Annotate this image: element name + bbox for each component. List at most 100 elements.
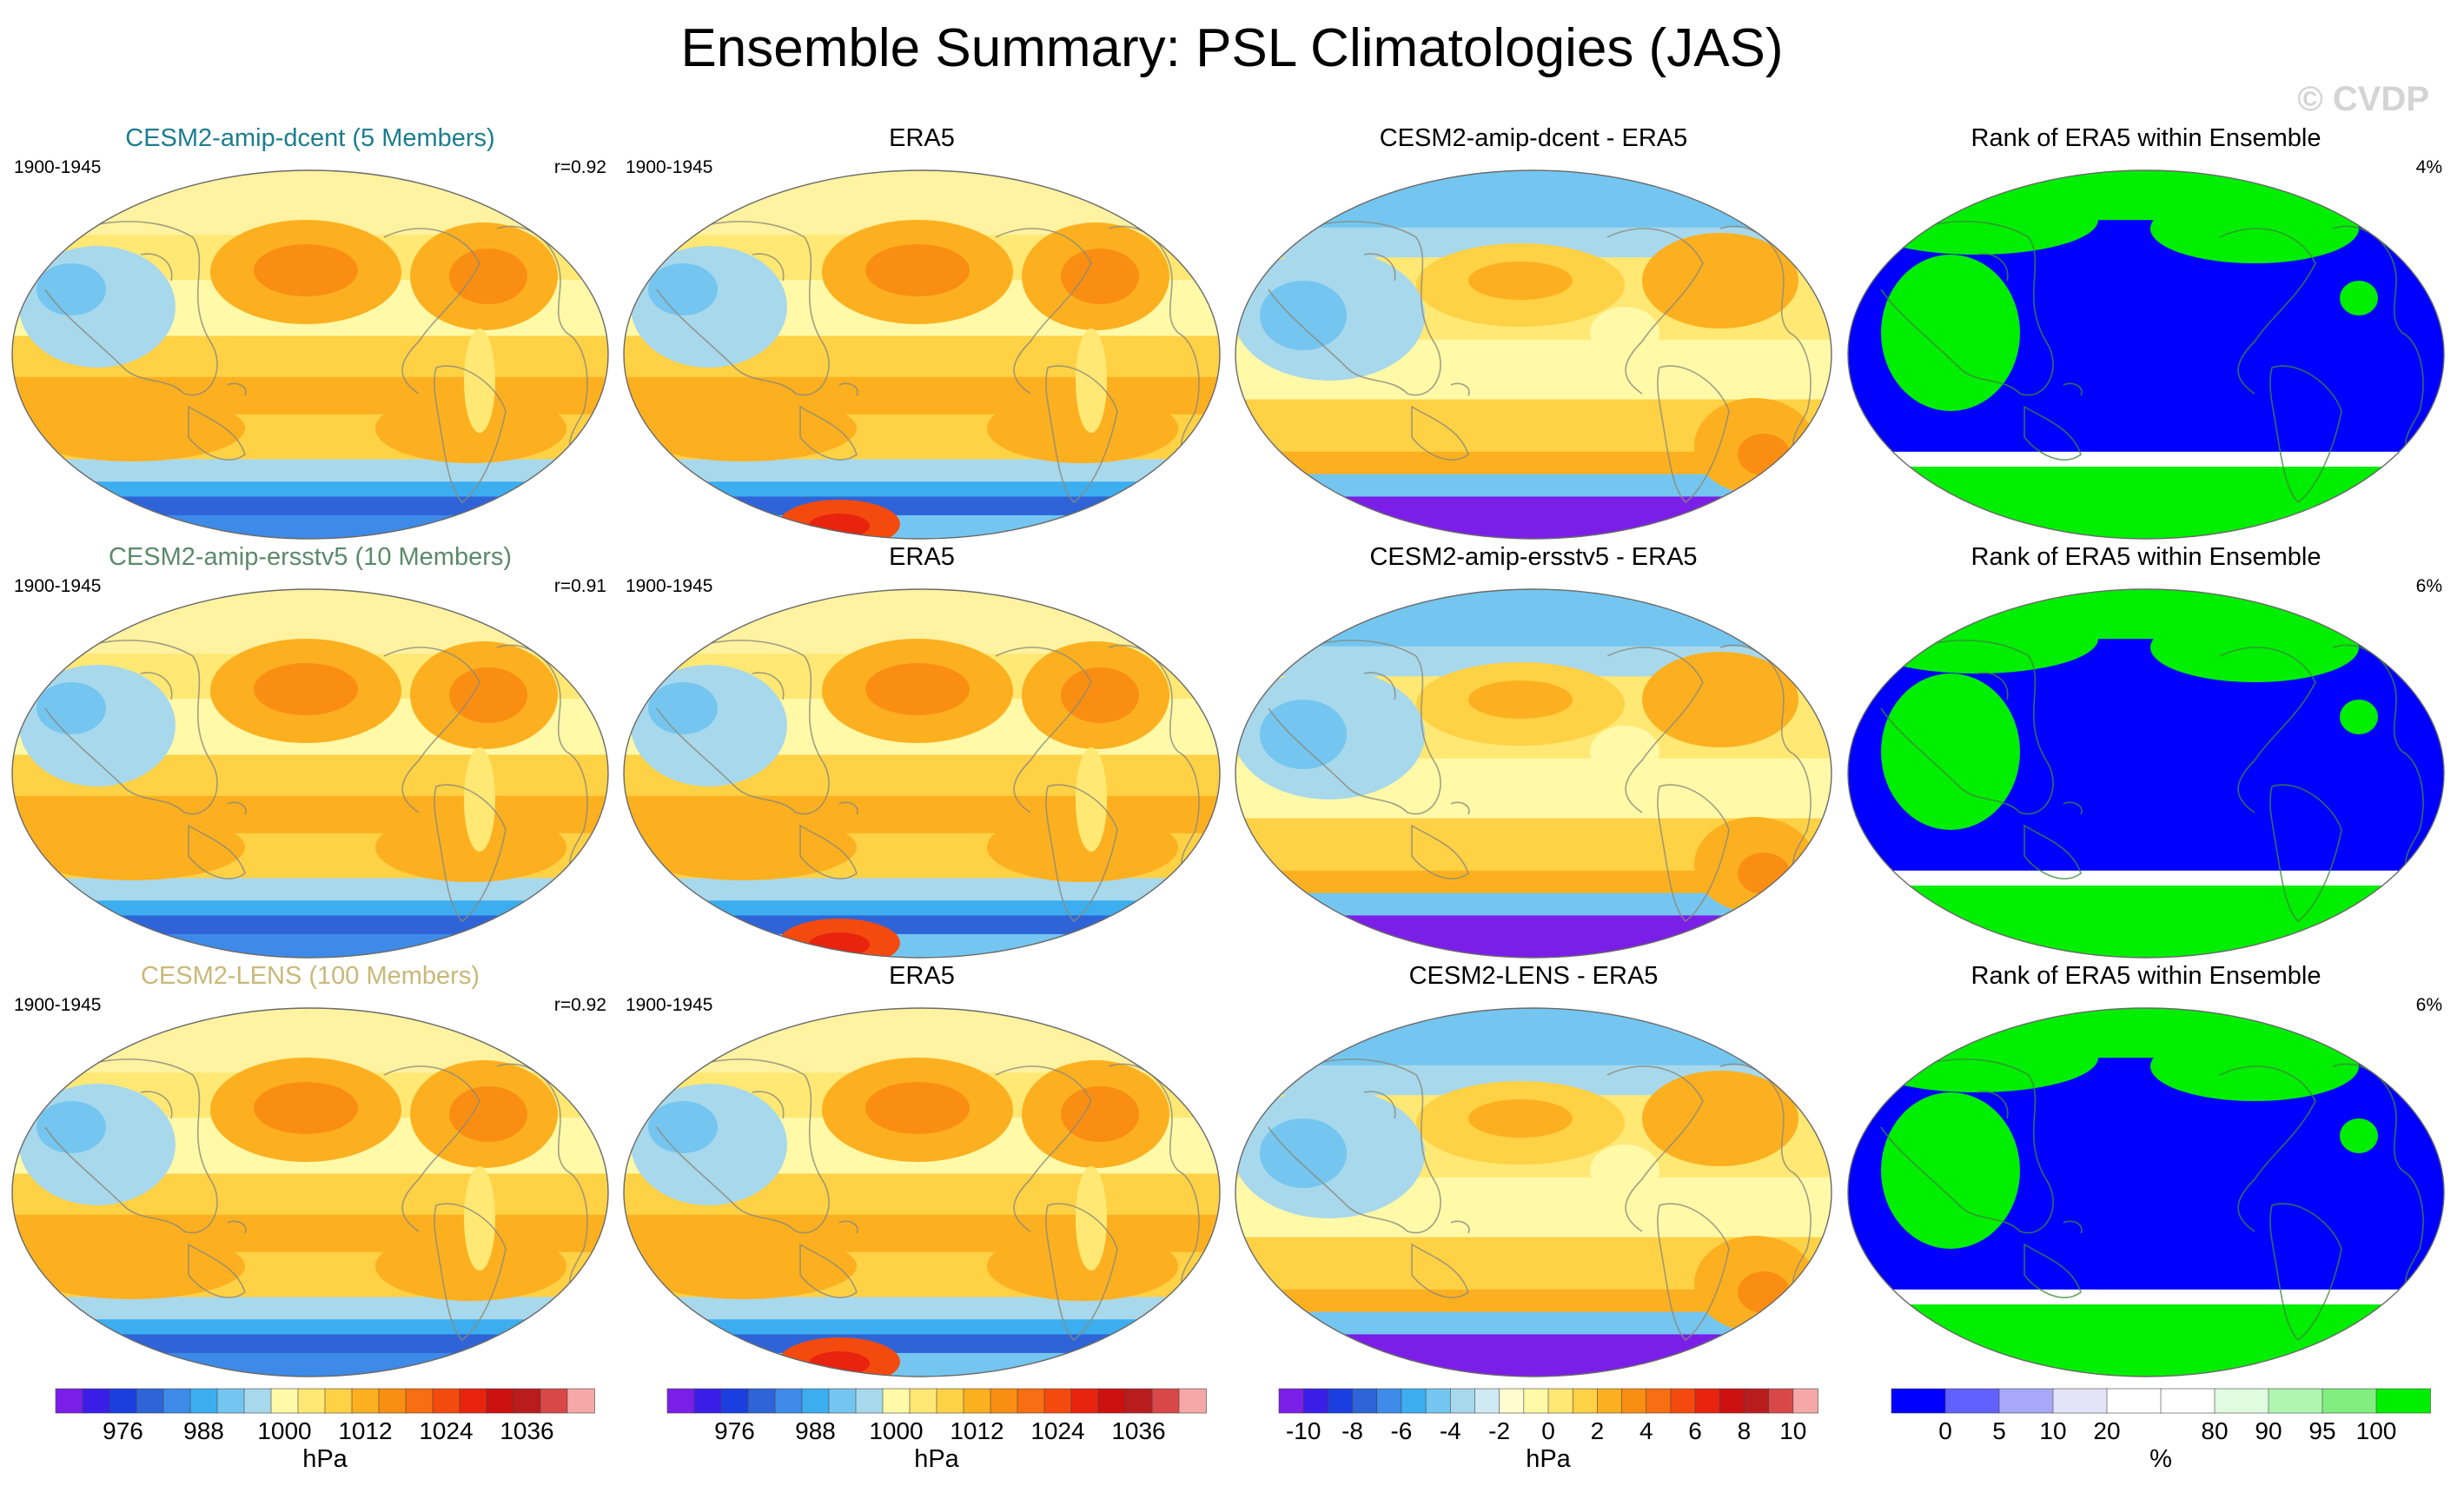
map-panel: CESM2-amip-ersstv5 - ERA5 xyxy=(1234,543,1833,960)
colorbar-tick-label: 10 xyxy=(2039,1417,2066,1444)
colorbar-swatch xyxy=(936,1388,964,1414)
panel-title: CESM2-amip-ersstv5 - ERA5 xyxy=(1369,543,1698,571)
colorbar-swatch xyxy=(2106,1388,2162,1414)
colorbar-swatch xyxy=(1621,1388,1647,1414)
colorbar-tick-label: 976 xyxy=(714,1417,755,1444)
colorbar-swatch xyxy=(1302,1388,1329,1414)
map-container xyxy=(10,587,610,960)
panel-title: CESM2-amip-dcent - ERA5 xyxy=(1379,124,1688,152)
colorbar-swatch xyxy=(324,1388,353,1414)
colorbar-tick-label: 1024 xyxy=(419,1417,473,1444)
colorbar-swatch xyxy=(136,1388,164,1414)
period-label: 1900-1945 xyxy=(14,157,102,177)
map-border xyxy=(623,1007,1221,1377)
colorbar-swatch xyxy=(566,1388,595,1414)
colorbar-swatch xyxy=(432,1388,460,1414)
colorbar-swatch xyxy=(1768,1388,1794,1414)
colorbar-swatch xyxy=(109,1388,137,1414)
colorbar-swatch xyxy=(990,1388,1018,1414)
colorbar-tick-label: -2 xyxy=(1488,1417,1510,1444)
colorbar-tick-label: 1012 xyxy=(950,1417,1003,1444)
colorbar-swatch xyxy=(405,1388,434,1414)
colorbar-swatch xyxy=(801,1388,830,1414)
colorbar-tick-label: 8 xyxy=(1738,1417,1752,1444)
corner-stat: 4% xyxy=(2415,157,2442,177)
map-panel: CESM2-amip-dcent (5 Members) 1900-1945 r=0… xyxy=(10,124,610,541)
colorbar-swatch xyxy=(82,1388,110,1414)
colorbar-swatch xyxy=(1178,1388,1207,1414)
colorbar-tick-label: 1012 xyxy=(338,1417,392,1444)
period-label: 1900-1945 xyxy=(626,576,713,596)
colorbar-swatch xyxy=(1670,1388,1696,1414)
corner-stat: r=0.92 xyxy=(553,995,606,1015)
map-panel: ERA5 1900-1945 xyxy=(622,543,1222,960)
map-psl_obs xyxy=(623,588,1221,959)
map-panel: CESM2-amip-ersstv5 (10 Members) 1900-1945… xyxy=(10,543,610,960)
colorbar: 976 988 1000 1012 1024 1036 hPa xyxy=(47,1387,646,1483)
colorbar-swatch xyxy=(1891,1388,1946,1414)
colorbar-swatch xyxy=(1944,1388,2000,1414)
map-container xyxy=(1846,587,2446,960)
colorbar-swatch xyxy=(1070,1388,1099,1414)
colorbar-swatch xyxy=(909,1388,937,1414)
map-container xyxy=(1846,168,2446,541)
corner-stat: 6% xyxy=(2415,995,2442,1015)
colorbar-tick-label: 976 xyxy=(103,1417,143,1444)
colorbar-swatch xyxy=(189,1388,218,1414)
colorbar-swatch xyxy=(2160,1388,2216,1414)
map-rank xyxy=(1847,1007,2445,1377)
map-diff xyxy=(1235,169,1832,540)
colorbar-swatch xyxy=(666,1388,695,1414)
map-panel: CESM2-amip-dcent - ERA5 xyxy=(1234,124,1833,541)
panel-title: ERA5 xyxy=(889,124,955,152)
colorbar-swatch xyxy=(1017,1388,1045,1414)
colorbar-tick-label: -4 xyxy=(1440,1417,1461,1444)
colorbar-swatch xyxy=(1646,1388,1672,1414)
colorbar-swatch xyxy=(1401,1388,1427,1414)
map-container xyxy=(622,587,1222,960)
period-label: 1900-1945 xyxy=(14,576,102,596)
colorbar-swatch xyxy=(486,1388,514,1414)
colorbar-swatch xyxy=(2322,1388,2377,1414)
panel-title: CESM2-amip-dcent (5 Members) xyxy=(125,124,495,152)
colorbar-swatch xyxy=(1597,1388,1623,1414)
colorbar-swatch xyxy=(1572,1388,1599,1414)
panel-title: Rank of ERA5 within Ensemble xyxy=(1971,543,2322,571)
map-container xyxy=(1846,1005,2446,1379)
colorbar-swatch xyxy=(2375,1388,2431,1414)
colorbar-svg: -10 -8 -6 -4 -2 0 2 4 6 8 10 hPa xyxy=(1278,1388,1818,1473)
map-panel: Rank of ERA5 within Ensemble 6% xyxy=(1846,543,2446,960)
map-container xyxy=(622,1005,1222,1379)
map-panel: ERA5 1900-1945 xyxy=(622,124,1222,541)
colorbar-tick-label: -6 xyxy=(1390,1417,1412,1444)
map-container xyxy=(1234,168,1833,541)
panel-title: CESM2-amip-ersstv5 (10 Members) xyxy=(108,543,513,571)
colorbar-swatch xyxy=(774,1388,803,1414)
colorbar: 976 988 1000 1012 1024 1036 hPa xyxy=(659,1387,1258,1483)
colorbar-swatch xyxy=(1792,1388,1818,1414)
colorbar-swatch xyxy=(162,1388,191,1414)
map-container xyxy=(1234,1005,1833,1379)
map-border xyxy=(11,1007,609,1377)
corner-stat: r=0.92 xyxy=(553,157,606,177)
map-container xyxy=(10,1005,610,1379)
panel-title: Rank of ERA5 within Ensemble xyxy=(1971,962,2322,990)
colorbar-unit: % xyxy=(2149,1445,2172,1473)
colorbar-swatch xyxy=(1124,1388,1153,1414)
colorbar-swatch xyxy=(747,1388,776,1414)
map-psl xyxy=(11,588,609,959)
colorbar-svg: 976 988 1000 1012 1024 1036 hPa xyxy=(55,1388,595,1473)
colorbar-swatch xyxy=(882,1388,911,1414)
colorbar-swatch xyxy=(2268,1388,2323,1414)
map-panel: CESM2-LENS (100 Members) 1900-1945 r=0.92 xyxy=(10,962,610,1379)
map-border xyxy=(11,588,609,959)
map-psl_obs xyxy=(623,1007,1221,1377)
colorbar-swatch xyxy=(1352,1388,1378,1414)
map-border xyxy=(11,169,609,540)
colorbar-tick-label: -8 xyxy=(1341,1417,1363,1444)
map-container xyxy=(1234,587,1833,960)
colorbar-swatch xyxy=(243,1388,272,1414)
map-diff xyxy=(1235,1007,1832,1377)
colorbar-unit: hPa xyxy=(914,1445,959,1473)
colorbar-swatch xyxy=(720,1388,749,1414)
